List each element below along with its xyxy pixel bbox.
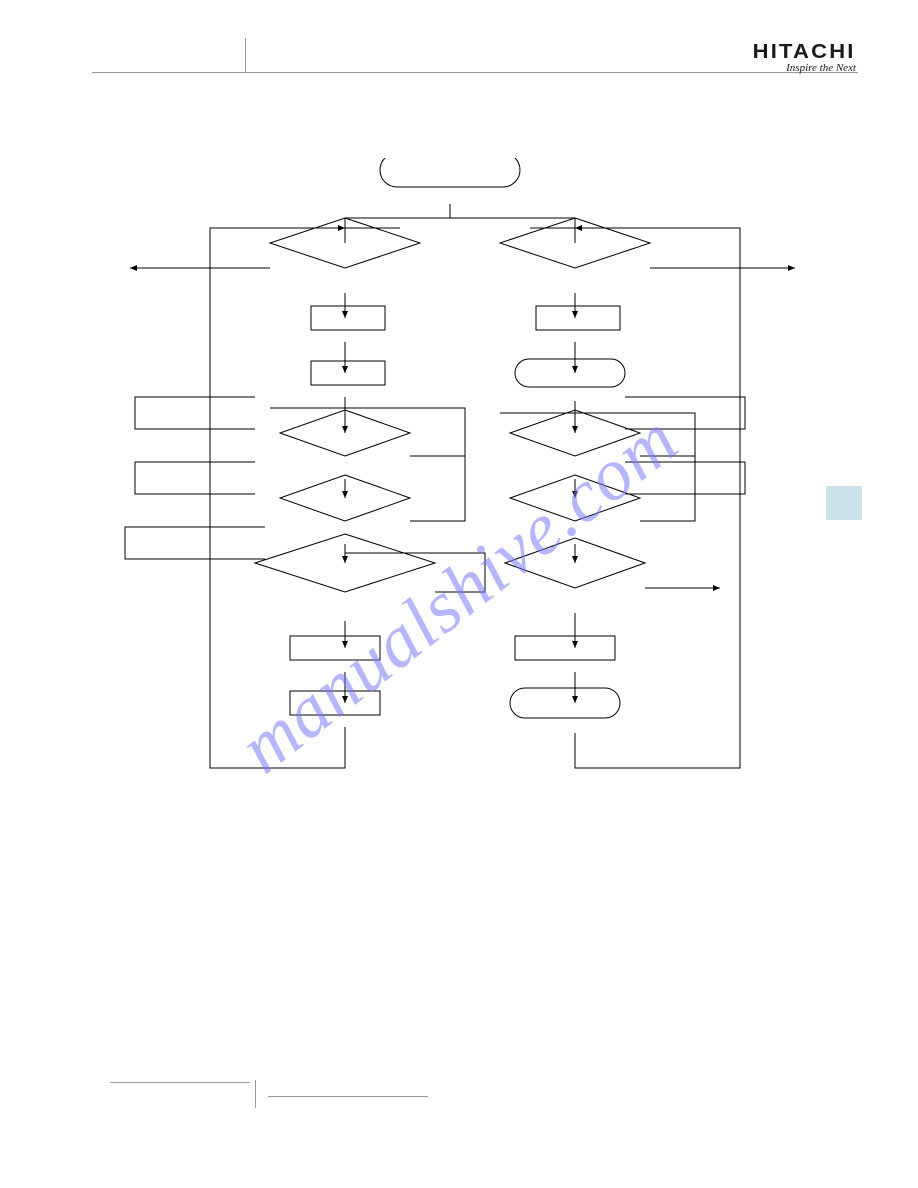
footer-rule-right <box>268 1096 428 1097</box>
page-footer <box>0 1082 918 1118</box>
header-rule <box>92 72 858 73</box>
brand-name: HITACHI <box>753 42 856 62</box>
footer-divider <box>255 1080 256 1108</box>
flowchart-svg <box>100 158 820 808</box>
brand-logo: HITACHI Inspire the Next <box>762 42 856 74</box>
page-header: HITACHI Inspire the Next <box>0 38 918 94</box>
brand-tagline: Inspire the Next <box>762 63 856 74</box>
header-divider <box>245 38 246 72</box>
footer-rule-left <box>110 1082 250 1083</box>
flowchart <box>100 158 820 808</box>
side-tab <box>826 486 862 520</box>
